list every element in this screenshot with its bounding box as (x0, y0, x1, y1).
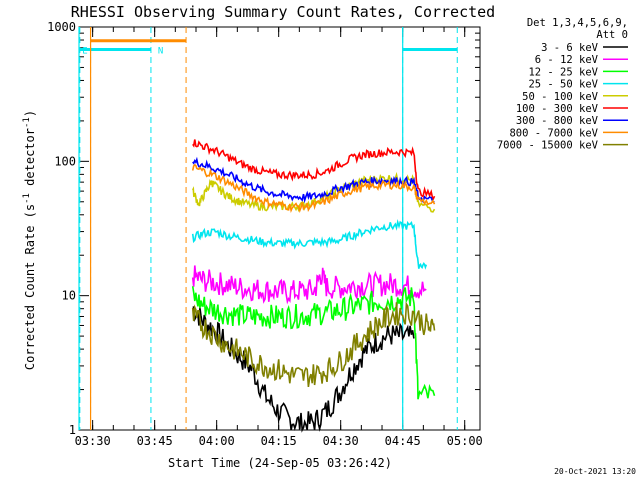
series-lines (191, 139, 436, 433)
legend-label-1: 6 - 12 keV (535, 54, 599, 66)
y-label-mid: detector (23, 128, 37, 193)
y-axis-label: Corrected Count Rate (s-1 detector-1) (22, 110, 37, 370)
legend-label-5: 100 - 300 keV (516, 103, 599, 115)
x-tick-label: 05:00 (447, 434, 483, 448)
y-tick-label: 100 (54, 154, 76, 168)
x-tick-label: 04:00 (199, 434, 235, 448)
y-label-sup1: -1 (22, 193, 32, 204)
timestamp: 20-Oct-2021 13:20 (554, 467, 636, 476)
legend-header-1: Det 1,3,4,5,6,9, (527, 17, 628, 29)
series-line-2 (191, 286, 436, 400)
y-tick-label: 1 (69, 423, 76, 437)
flag-label: E (82, 46, 87, 56)
series-line-0 (192, 305, 415, 433)
x-axis-label: Start Time (24-Sep-05 03:26:42) (168, 456, 392, 470)
series-line-5 (192, 139, 436, 203)
x-tick-labels: 03:30 03:45 04:00 04:15 04:30 04:45 05:00 (75, 434, 483, 448)
legend-label-8: 7000 - 15000 keV (497, 140, 599, 152)
series-line-3 (191, 218, 428, 270)
y-label-end: ) (23, 110, 37, 117)
y-label-main: Corrected Count Rate (s (23, 204, 37, 370)
x-tick-label: 04:45 (385, 434, 421, 448)
chart-title: RHESSI Observing Summary Count Rates, Co… (71, 3, 495, 21)
legend-label-7: 800 - 7000 keV (509, 127, 598, 139)
legend-label-6: 300 - 800 keV (516, 115, 599, 127)
flag-label: N (158, 46, 163, 56)
y-label-sup2: -1 (22, 117, 32, 128)
x-tick-label: 03:30 (75, 434, 111, 448)
x-tick-label: 03:45 (137, 434, 173, 448)
series-line-1 (191, 265, 427, 305)
y-tick-label: 1000 (47, 20, 76, 34)
legend-label-0: 3 - 6 keV (541, 42, 599, 54)
legend-label-2: 12 - 25 keV (528, 66, 598, 78)
series-line-7 (191, 163, 436, 214)
legend-label-4: 50 - 100 keV (522, 91, 599, 103)
legend-header-2: Att 0 (596, 29, 628, 41)
x-tick-label: 04:30 (323, 434, 359, 448)
y-tick-label: 10 (62, 289, 76, 303)
x-tick-label: 04:15 (261, 434, 297, 448)
legend-label-3: 25 - 50 keV (528, 79, 598, 91)
y-tick-labels: 1 10 100 1000 (47, 20, 76, 437)
series-line-8 (191, 301, 436, 388)
